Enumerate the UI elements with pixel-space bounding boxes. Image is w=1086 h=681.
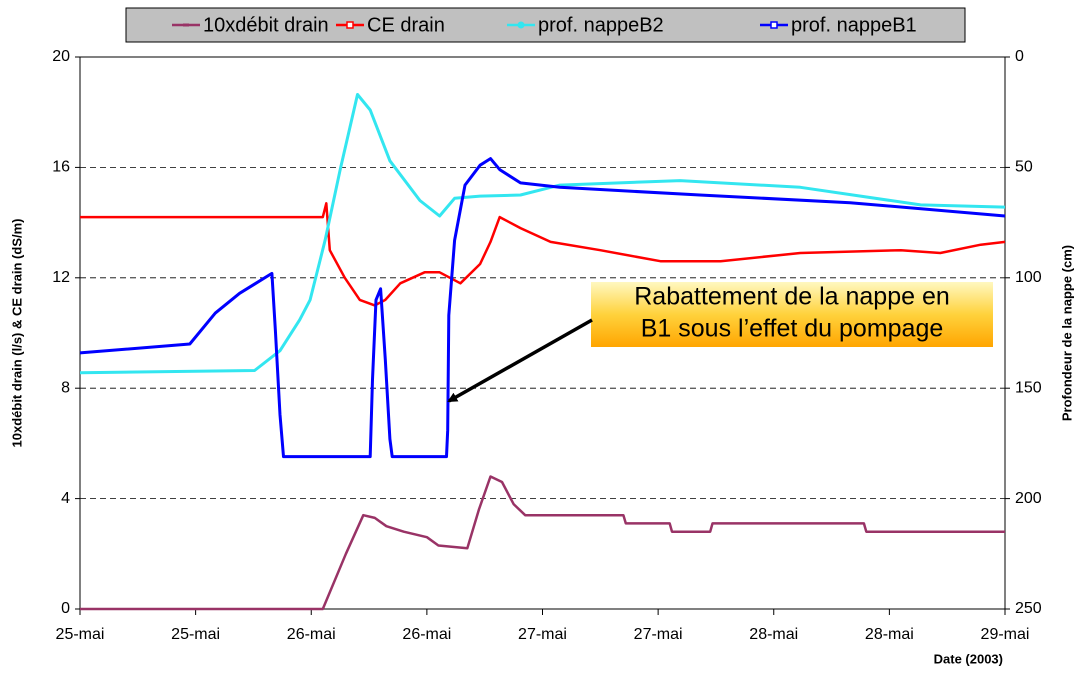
x-tick-label: 26-mai — [287, 626, 336, 643]
y2-tick-label: 150 — [1015, 379, 1042, 396]
y-tick-label: 16 — [52, 159, 70, 176]
x-axis-label: Date (2003) — [934, 651, 1003, 666]
legend-marker — [517, 21, 525, 29]
y-tick-label: 4 — [61, 490, 70, 507]
x-tick-label: 26-mai — [402, 626, 451, 643]
legend-label: prof. nappeB2 — [538, 14, 664, 36]
x-tick-label: 29-mai — [981, 626, 1030, 643]
y2-tick-label: 200 — [1015, 490, 1042, 507]
x-tick-label: 27-mai — [518, 626, 567, 643]
annotation-box — [591, 282, 993, 347]
legend-marker — [770, 21, 778, 29]
x-tick-label: 27-mai — [634, 626, 683, 643]
series-line — [80, 475, 1005, 611]
y-tick-label: 20 — [52, 48, 70, 65]
y2-tick-label: 100 — [1015, 269, 1042, 286]
series-line — [79, 93, 1006, 375]
y2-tick-label: 50 — [1015, 159, 1033, 176]
y-tick-label: 0 — [61, 600, 70, 617]
legend-label: prof. nappeB1 — [791, 14, 917, 36]
annotation-arrow — [447, 318, 593, 403]
annotation-text: Rabattement de la nappe en — [634, 283, 950, 311]
y-axis-label: 10xdébit drain (l/s) & CE drain (dS/m) — [9, 219, 24, 448]
legend-marker — [183, 23, 189, 27]
series-line — [79, 157, 1006, 459]
legend-marker — [346, 21, 354, 29]
series-line — [80, 202, 1006, 307]
x-tick-label: 25-mai — [56, 626, 105, 643]
x-tick-label: 25-mai — [171, 626, 220, 643]
y-tick-label: 8 — [61, 379, 70, 396]
y2-axis-label: Profondeur de la nappe (cm) — [1059, 245, 1074, 421]
legend-label: CE drain — [367, 14, 445, 36]
x-tick-label: 28-mai — [865, 626, 914, 643]
y-tick-label: 12 — [52, 269, 70, 286]
legend-box — [125, 7, 966, 43]
y2-tick-label: 0 — [1015, 48, 1024, 65]
legend-label: 10xdébit drain — [203, 14, 329, 36]
y2-tick-label: 250 — [1015, 600, 1042, 617]
annotation-text: B1 sous l’effet du pompage — [641, 315, 944, 343]
x-tick-label: 28-mai — [749, 626, 798, 643]
